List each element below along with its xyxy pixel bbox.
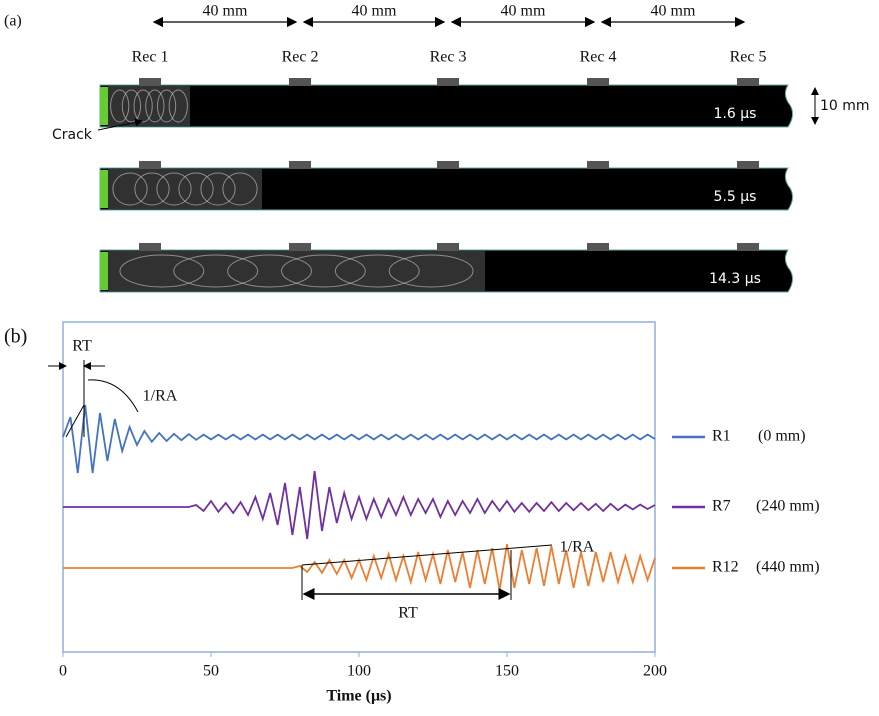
wavefront <box>281 254 366 288</box>
ra-line <box>301 544 553 566</box>
wavefield <box>108 169 262 209</box>
wavefront <box>145 89 165 123</box>
panel-a: 40 mm 40 mm 40 mm 40 mm Rec 1 Rec 2 Rec 3 Rec 4… <box>52 3 870 293</box>
source <box>100 252 108 290</box>
wavefield <box>108 251 485 291</box>
plot-frame <box>62 321 656 653</box>
wavefront <box>112 172 148 206</box>
receiver <box>437 161 459 169</box>
trace <box>63 470 656 540</box>
receiver-label: Rec 5 <box>730 49 767 66</box>
wavefront <box>173 254 259 288</box>
receiver <box>737 243 759 251</box>
wavefront <box>334 254 420 288</box>
annotation: 1/RA <box>560 539 595 556</box>
time-label: 1.6 μs <box>714 106 757 122</box>
ra-leader <box>87 379 139 413</box>
legend-name: R7 <box>712 498 731 515</box>
spacing-label: 40 mm <box>501 3 546 20</box>
receiver <box>737 78 759 86</box>
bar <box>99 167 794 211</box>
receiver <box>289 78 311 86</box>
spacing-label: 40 mm <box>203 3 248 20</box>
wavefront <box>178 172 214 206</box>
x-axis-title: Time (μs) <box>326 688 391 705</box>
x-tick-label: 0 <box>59 663 67 680</box>
x-tick-label: 150 <box>495 663 519 680</box>
thickness-label: 10 mm <box>820 98 870 114</box>
x-tick-label: 100 <box>347 663 371 680</box>
legend-distance: (440 mm) <box>756 559 820 576</box>
receiver-label: Rec 1 <box>132 49 169 66</box>
wavefront <box>134 172 170 206</box>
receiver <box>139 243 161 251</box>
receiver <box>437 243 459 251</box>
wavefront <box>222 172 258 206</box>
annotation: RT <box>398 605 418 622</box>
receiver <box>587 161 609 169</box>
panel-b: 0 50 100 150 200 Time (μs) R1 (0 mm) R7 (240 mm) R… <box>48 338 820 705</box>
wavefront <box>133 89 153 123</box>
legend-distance: (0 mm) <box>758 428 806 445</box>
receiver-label: Rec 4 <box>580 49 617 66</box>
wavefront <box>156 172 192 206</box>
source <box>100 87 108 125</box>
annotation: 1/RA <box>143 388 178 405</box>
receiver <box>289 243 311 251</box>
wavefront <box>200 172 236 206</box>
legend-name: R1 <box>712 428 731 445</box>
receiver <box>139 78 161 86</box>
ra-line <box>65 404 85 438</box>
legend-distance: (240 mm) <box>756 498 820 515</box>
time-label: 5.5 μs <box>714 189 757 205</box>
wavefront <box>156 89 177 123</box>
x-tick-label: 50 <box>203 663 219 680</box>
panel-label: (a) <box>4 13 22 30</box>
annotation: RT <box>72 338 92 355</box>
wavefield <box>108 86 190 126</box>
spacing-label: 40 mm <box>352 3 397 20</box>
receiver <box>587 243 609 251</box>
wavefront <box>119 254 205 288</box>
wavefront <box>388 254 474 288</box>
source <box>100 170 108 208</box>
wavefront <box>121 89 142 123</box>
bar <box>99 84 794 128</box>
receiver-label: Rec 3 <box>430 49 467 66</box>
receiver <box>737 161 759 169</box>
wavefront <box>227 254 312 288</box>
trace <box>62 404 656 474</box>
wavefront <box>168 89 188 123</box>
receiver <box>289 161 311 169</box>
time-label: 14.3 μs <box>709 271 761 287</box>
receiver <box>587 78 609 86</box>
wavefront <box>110 89 130 123</box>
x-tick-label: 200 <box>643 663 667 680</box>
crack-arrow <box>97 118 143 131</box>
crack-label: Crack <box>52 127 93 143</box>
spacing-label: 40 mm <box>651 3 696 20</box>
panel-label: (b) <box>4 326 27 348</box>
receiver-label: Rec 2 <box>282 49 319 66</box>
receiver <box>139 161 161 169</box>
legend-name: R12 <box>712 559 739 576</box>
receiver <box>437 78 459 86</box>
